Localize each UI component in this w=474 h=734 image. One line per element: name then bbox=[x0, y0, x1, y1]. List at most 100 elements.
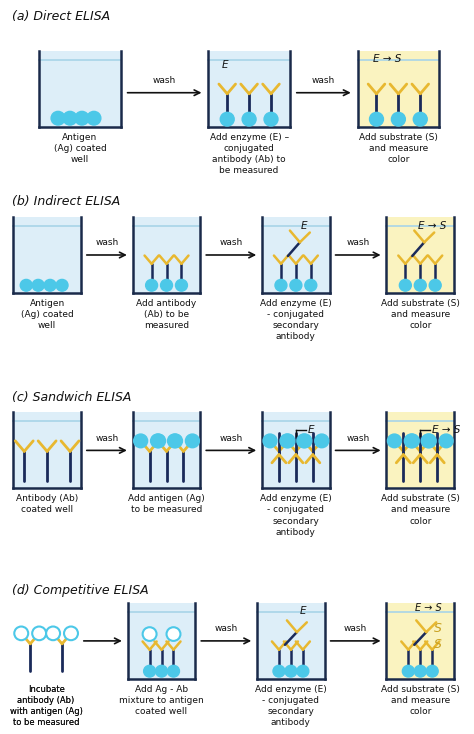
Circle shape bbox=[290, 280, 302, 291]
Circle shape bbox=[414, 280, 426, 291]
Text: Add enzyme (E)
- conjugated
secondary
antibody: Add enzyme (E) - conjugated secondary an… bbox=[260, 495, 332, 537]
Circle shape bbox=[422, 434, 436, 448]
Text: Add enzyme (E)
- conjugated
secondary
antibody: Add enzyme (E) - conjugated secondary an… bbox=[255, 685, 327, 727]
Circle shape bbox=[152, 434, 165, 448]
Text: E: E bbox=[308, 425, 314, 435]
Text: (b) Indirect ELISA: (b) Indirect ELISA bbox=[12, 195, 120, 208]
Circle shape bbox=[400, 280, 411, 291]
Bar bbox=[133, 413, 201, 489]
Circle shape bbox=[297, 665, 309, 677]
Circle shape bbox=[242, 112, 256, 126]
Text: E: E bbox=[301, 221, 307, 230]
Bar bbox=[262, 217, 330, 293]
Text: Add antibody
(Ab) to be
measured: Add antibody (Ab) to be measured bbox=[137, 299, 197, 330]
Text: E: E bbox=[300, 606, 306, 617]
Circle shape bbox=[143, 628, 156, 641]
Text: E: E bbox=[222, 60, 228, 70]
Text: (d) Competitive ELISA: (d) Competitive ELISA bbox=[12, 584, 149, 597]
Text: Add substrate (S)
and measure
color: Add substrate (S) and measure color bbox=[381, 685, 460, 716]
Circle shape bbox=[167, 434, 182, 448]
Circle shape bbox=[392, 112, 405, 126]
Text: Add enzyme (E)
- conjugated
secondary
antibody: Add enzyme (E) - conjugated secondary an… bbox=[260, 299, 332, 341]
Circle shape bbox=[87, 112, 101, 125]
Circle shape bbox=[20, 280, 32, 291]
Text: S: S bbox=[434, 622, 442, 635]
Text: wash: wash bbox=[95, 238, 118, 247]
Circle shape bbox=[402, 665, 414, 677]
Circle shape bbox=[64, 627, 78, 640]
Text: wash: wash bbox=[219, 434, 243, 443]
Text: Add enzyme (E) –
conjugated
antibody (Ab) to
be measured: Add enzyme (E) – conjugated antibody (Ab… bbox=[210, 133, 289, 175]
Circle shape bbox=[439, 434, 453, 448]
Circle shape bbox=[263, 434, 277, 448]
Bar bbox=[386, 217, 454, 293]
Circle shape bbox=[51, 112, 65, 125]
Circle shape bbox=[297, 434, 311, 448]
Text: S: S bbox=[434, 639, 442, 651]
Circle shape bbox=[275, 280, 287, 291]
Text: wash: wash bbox=[344, 624, 367, 633]
Bar bbox=[133, 217, 201, 293]
Bar bbox=[262, 413, 330, 489]
Text: E → S: E → S bbox=[418, 221, 447, 230]
Bar bbox=[39, 51, 121, 127]
Text: Antigen
(Ag) coated
well: Antigen (Ag) coated well bbox=[54, 133, 106, 164]
Circle shape bbox=[32, 280, 44, 291]
Text: E → S: E → S bbox=[415, 603, 442, 613]
Text: Add antigen (Ag)
to be measured: Add antigen (Ag) to be measured bbox=[128, 495, 205, 515]
Circle shape bbox=[167, 665, 180, 677]
Circle shape bbox=[169, 434, 182, 448]
Circle shape bbox=[166, 628, 181, 641]
Circle shape bbox=[421, 434, 435, 448]
Bar bbox=[386, 413, 454, 489]
Circle shape bbox=[32, 627, 46, 640]
Circle shape bbox=[56, 280, 68, 291]
Bar bbox=[13, 413, 81, 489]
Circle shape bbox=[264, 112, 278, 126]
Text: (a) Direct ELISA: (a) Direct ELISA bbox=[12, 10, 110, 23]
Text: wash: wash bbox=[95, 434, 118, 443]
Circle shape bbox=[161, 280, 173, 291]
Circle shape bbox=[151, 434, 164, 448]
Bar bbox=[128, 603, 195, 679]
Text: Add substrate (S)
and measure
color: Add substrate (S) and measure color bbox=[381, 495, 460, 526]
Circle shape bbox=[220, 112, 234, 126]
Circle shape bbox=[285, 665, 297, 677]
Bar bbox=[208, 51, 290, 127]
Text: wash: wash bbox=[215, 624, 238, 633]
Circle shape bbox=[75, 112, 89, 125]
Text: wash: wash bbox=[153, 76, 176, 85]
Bar bbox=[257, 603, 325, 679]
Text: E → S: E → S bbox=[373, 54, 401, 65]
Text: Incubate
antibody (Ab)
with antigen (Ag)
to be measured: Incubate antibody (Ab) with antigen (Ag)… bbox=[9, 685, 82, 727]
Text: Antigen
(Ag) coated
well: Antigen (Ag) coated well bbox=[21, 299, 73, 330]
Text: E → S: E → S bbox=[432, 425, 461, 435]
Circle shape bbox=[280, 434, 294, 448]
Text: Incubate
antibody (Ab)
with antigen (Ag)
to be measured: Incubate antibody (Ab) with antigen (Ag)… bbox=[9, 685, 82, 727]
Text: wash: wash bbox=[219, 238, 243, 247]
Circle shape bbox=[144, 665, 155, 677]
Circle shape bbox=[46, 627, 60, 640]
Bar bbox=[386, 603, 454, 679]
Circle shape bbox=[44, 280, 56, 291]
Text: wash: wash bbox=[312, 76, 336, 85]
Circle shape bbox=[273, 665, 285, 677]
Circle shape bbox=[175, 280, 187, 291]
Circle shape bbox=[134, 434, 147, 448]
Circle shape bbox=[63, 112, 77, 125]
Circle shape bbox=[146, 280, 157, 291]
Circle shape bbox=[315, 434, 329, 448]
Circle shape bbox=[404, 434, 418, 448]
Circle shape bbox=[413, 112, 427, 126]
Text: wash: wash bbox=[346, 238, 370, 247]
Circle shape bbox=[426, 665, 438, 677]
Circle shape bbox=[281, 434, 295, 448]
Text: Antibody (Ab)
coated well: Antibody (Ab) coated well bbox=[16, 495, 78, 515]
Circle shape bbox=[155, 665, 167, 677]
Circle shape bbox=[414, 665, 426, 677]
Circle shape bbox=[305, 280, 317, 291]
Circle shape bbox=[185, 434, 200, 448]
Circle shape bbox=[298, 434, 312, 448]
Circle shape bbox=[429, 280, 441, 291]
Bar bbox=[357, 51, 439, 127]
